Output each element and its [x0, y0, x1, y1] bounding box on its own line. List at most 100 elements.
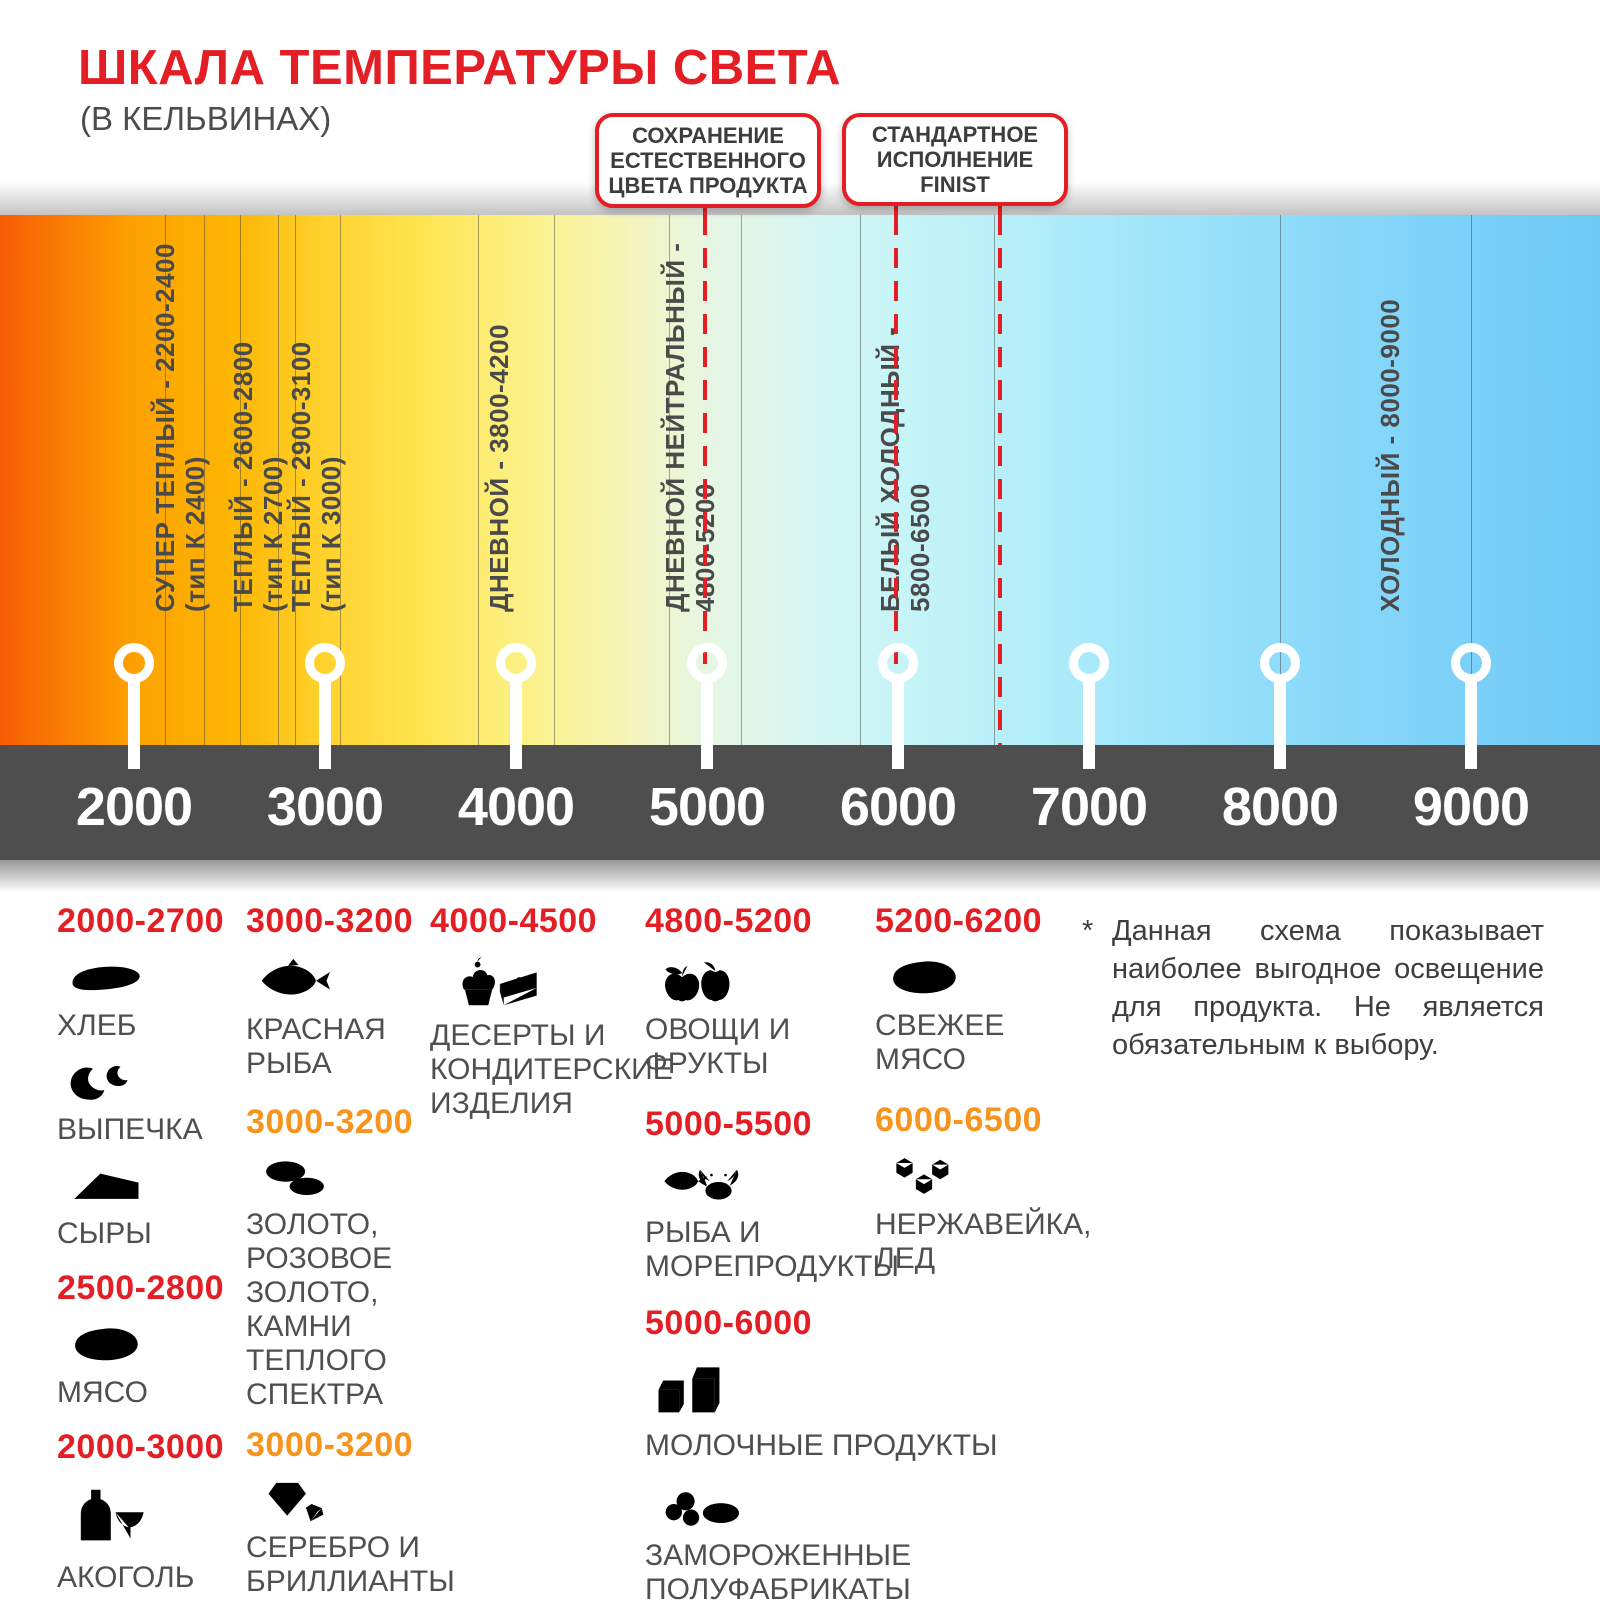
category-item: НЕРЖАВЕЙКА, ЛЕД	[875, 1150, 1091, 1276]
scale-pin-3000	[305, 643, 345, 683]
meat-icon	[63, 1318, 149, 1370]
scale-pin-stem	[1465, 679, 1477, 769]
zone-boundary	[669, 215, 670, 745]
category-item: ОВОЩИ И ФРУКТЫ	[645, 951, 875, 1081]
scale-pin-stem	[319, 679, 331, 769]
footnote-text: Данная схема показывает наиболее выгодно…	[1112, 915, 1544, 1061]
scale-pin-stem	[701, 679, 713, 769]
category-item: СЫРЫ	[57, 1159, 237, 1251]
kelvin-spectrum-gradient	[0, 215, 1600, 745]
diamond-icon	[252, 1475, 338, 1525]
category-column-4: 4800-5200 ОВОЩИ И ФРУКТЫ 5000-5500 РЫБА …	[645, 902, 998, 1600]
zone-boundary	[295, 215, 296, 745]
category-item: МЯСО	[57, 1318, 237, 1410]
category-item: ЗОЛОТО, РОЗОВОЕ ЗОЛОТО, КАМНИ ТЕПЛОГО СП…	[246, 1152, 436, 1412]
scale-pin-4000	[496, 643, 536, 683]
zone-boundary	[340, 215, 341, 745]
zone-boundary	[278, 215, 279, 745]
range-label: 4000-4500	[430, 902, 598, 940]
scale-pin-stem	[510, 679, 522, 769]
zone-boundary	[165, 215, 166, 745]
anchor-dash-5000k	[703, 215, 707, 768]
category-item: РЫБА И МОРЕПРОДУКТЫ	[645, 1154, 899, 1284]
scale-pin-6000	[878, 643, 918, 683]
anchor-dash-6500k	[998, 215, 1002, 745]
zone-label-daylight-neutral: ДНЕВНОЙ НЕЙТРАЛЬНЫЙ -4800-5200	[660, 242, 720, 612]
category-item: МОЛОЧНЫЕ ПРОДУКТЫ	[645, 1353, 998, 1463]
category-item: КРАСНАЯ РЫБА	[246, 951, 436, 1081]
vegetables-icon	[651, 951, 743, 1007]
category-item: СЕРЕБРО И БРИЛЛИАНТЫ	[246, 1475, 455, 1599]
scale-pin-stem	[1274, 679, 1286, 769]
fish-icon	[252, 951, 338, 1007]
scale-pin-2000	[114, 643, 154, 683]
page-subtitle: (В КЕЛЬВИНАХ)	[80, 100, 332, 137]
range-label: 2500-2800	[57, 1269, 225, 1307]
gold-rings-icon	[252, 1152, 338, 1202]
zone-boundary	[1471, 215, 1472, 745]
bottom-shadow-band	[0, 860, 1600, 892]
ice-icon	[881, 1150, 967, 1202]
axis-tick-7000: 7000	[1030, 777, 1148, 837]
category-item: ЗАМОРОЖЕННЫЕ ПОЛУФАБРИКАТЫ	[645, 1475, 911, 1600]
callout-natural-color: СОХРАНЕНИЕ ЕСТЕСТВЕННОГО ЦВЕТА ПРОДУКТА	[595, 113, 821, 208]
callout-stem	[894, 196, 898, 218]
category-item: СВЕЖЕЕ МЯСО	[875, 951, 1065, 1077]
axis-tick-2000: 2000	[75, 777, 193, 837]
alcohol-icon	[63, 1477, 153, 1555]
meat-icon	[881, 951, 967, 1003]
zone-boundary	[994, 215, 995, 745]
scale-pin-stem	[892, 679, 904, 769]
axis-tick-8000: 8000	[1221, 777, 1339, 837]
kelvin-axis-bar	[0, 745, 1600, 860]
scale-pin-7000	[1069, 643, 1109, 683]
scale-pin-5000	[687, 643, 727, 683]
category-item: АКОГОЛЬ	[57, 1477, 237, 1595]
zone-label-cold: ХОЛОДНЫЙ - 8000-9000	[1375, 298, 1405, 612]
axis-tick-6000: 6000	[839, 777, 957, 837]
axis-tick-9000: 9000	[1412, 777, 1530, 837]
scale-pin-stem	[128, 679, 140, 769]
category-column-1: 2000-2700 ХЛЕБ ВЫПЕЧКА СЫРЫ 2500-2800 МЯ…	[57, 902, 237, 1600]
anchor-dash-6000k	[894, 215, 898, 742]
range-label: 2000-3000	[57, 1428, 225, 1466]
range-label: 3000-3200	[246, 902, 414, 940]
footnote-asterisk: *	[1082, 915, 1094, 947]
zone-label-warm-3000: ТЕПЛЫЙ - 2900-3100 (тип К 3000)	[286, 341, 346, 612]
axis-tick-3000: 3000	[266, 777, 384, 837]
footnote: * Данная схема показывает наиболее выгод…	[1082, 912, 1544, 1064]
range-label: 4800-5200	[645, 902, 813, 940]
zone-label-white-cold: БЕЛЫЙ ХОЛОДНЫЙ -5800-6500	[875, 326, 935, 612]
callout-finist-standard: СТАНДАРТНОЕ ИСПОЛНЕНИЕ FINIST	[842, 113, 1068, 206]
category-item: ВЫПЕЧКА	[57, 1055, 237, 1147]
range-label: 6000-6500	[875, 1101, 1043, 1139]
scale-pin-9000	[1451, 643, 1491, 683]
zone-boundary	[554, 215, 555, 745]
category-column-2: 3000-3200 КРАСНАЯ РЫБА 3000-3200 ЗОЛОТО,…	[246, 902, 455, 1600]
frozen-icon	[651, 1475, 751, 1533]
zone-boundary	[741, 215, 742, 745]
cheese-icon	[63, 1159, 149, 1211]
callout-stem	[998, 196, 1002, 218]
zone-boundary	[240, 215, 241, 745]
category-item: ДЕСЕРТЫ И КОНДИТЕРСКИЕ ИЗДЕЛИЯ	[430, 951, 673, 1121]
category-column-5: 5200-6200 СВЕЖЕЕ МЯСО 6000-6500 НЕРЖАВЕЙ…	[875, 902, 1091, 1294]
category-item: ХЛЕБ	[57, 951, 237, 1043]
range-label: 5000-5500	[645, 1105, 813, 1143]
callout-stem	[703, 198, 707, 218]
category-column-3: 4000-4500 ДЕСЕРТЫ И КОНДИТЕРСКИЕ ИЗДЕЛИЯ	[430, 902, 673, 1139]
zone-boundary	[204, 215, 205, 745]
zone-label-warm-2700: ТЕПЛЫЙ - 2600-2800 (тип К 2700)	[228, 341, 288, 612]
range-label: 5000-6000	[645, 1304, 813, 1342]
dessert-icon	[436, 951, 556, 1013]
axis-tick-5000: 5000	[648, 777, 766, 837]
milk-icon	[651, 1353, 741, 1423]
bread-icon	[63, 951, 149, 1003]
range-label: 2000-2700	[57, 902, 225, 940]
croissant-icon	[63, 1055, 149, 1107]
zone-label-super-warm: СУПЕР ТЕПЛЫЙ - 2200-2400 (тип К 2400)	[150, 243, 210, 612]
scale-pin-8000	[1260, 643, 1300, 683]
seafood-icon	[651, 1154, 751, 1210]
scale-pin-stem	[1083, 679, 1095, 769]
